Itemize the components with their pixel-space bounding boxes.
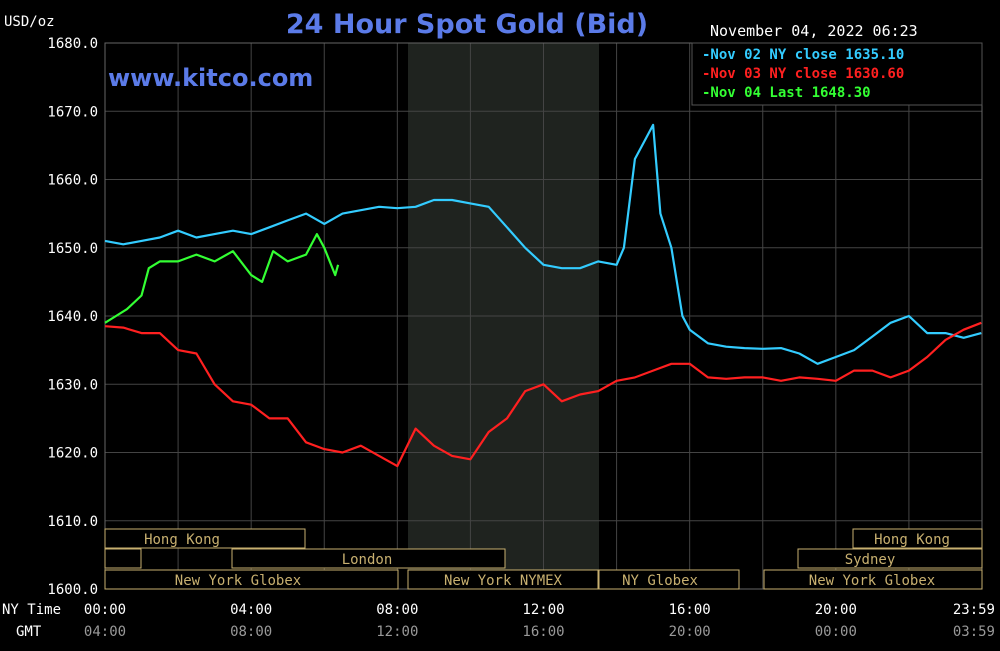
series-line-nov-04 — [104, 233, 340, 324]
session-hongkong-label: Hong Kong — [144, 532, 220, 548]
x-tick-label-gmt: 20:00 — [669, 624, 711, 640]
series-line-nov-02 — [104, 123, 982, 365]
session-london-label: London — [342, 552, 393, 568]
session-london-bar — [231, 548, 506, 569]
chart-title: 24 Hour Spot Gold (Bid) — [286, 9, 648, 40]
y-tick-label: 1620.0 — [47, 446, 98, 462]
session-nyglobex-label-2: New York Globex — [809, 573, 935, 589]
x-tick-label-ny: 12:00 — [522, 602, 564, 618]
legend-entry: -Nov 04 Last 1648.30 — [702, 85, 871, 101]
ny-time-row-label: NY Time — [2, 602, 61, 618]
session-nyglobex-bar — [104, 569, 399, 590]
x-tick-label-ny: 20:00 — [815, 602, 857, 618]
unit-label: USD/oz — [4, 14, 55, 30]
timestamp: November 04, 2022 06:23 — [710, 22, 918, 40]
session-nyglobex-short-bar — [598, 569, 740, 590]
x-tick-label-ny: 08:00 — [376, 602, 418, 618]
x-tick-label-gmt: 04:00 — [84, 624, 126, 640]
legend: -Nov 02 NY close 1635.10 -Nov 03 NY close… — [702, 47, 904, 101]
gmt-row-label: GMT — [16, 624, 42, 640]
y-tick-label: 1650.0 — [47, 241, 98, 257]
session-hongkong-label-2: Hong Kong — [874, 532, 950, 548]
x-tick-label-ny: 23:59 — [953, 602, 995, 618]
gridlines — [105, 43, 982, 589]
y-tick-label: 1660.0 — [47, 173, 98, 189]
series-lines — [104, 123, 982, 468]
y-tick-label: 1600.0 — [47, 582, 98, 598]
session-sydney-label: Sydney — [845, 552, 896, 568]
session-bars: Hong Kong Hong Kong London Sydney New Yo… — [104, 528, 983, 590]
session-hongkong-bar — [104, 528, 306, 549]
session-london-bar-left — [104, 548, 142, 569]
session-nynymex-label: New York NYMEX — [444, 573, 563, 589]
y-tick-label: 1640.0 — [47, 309, 98, 325]
legend-box — [691, 42, 983, 106]
y-axis-ticks: 1680.0 1670.0 1660.0 1650.0 1640.0 1630.0 1620… — [47, 36, 98, 598]
session-nynymex-bar — [407, 569, 599, 590]
watermark: www.kitco.com — [108, 64, 313, 92]
session-sydney-bar — [797, 548, 983, 569]
legend-entry: -Nov 02 NY close 1635.10 — [702, 47, 904, 63]
y-tick-label: 1630.0 — [47, 377, 98, 393]
x-tick-label-gmt: 12:00 — [376, 624, 418, 640]
y-tick-label: 1680.0 — [47, 36, 98, 52]
x-axis-ticks: 00:00 04:00 04:00 08:00 08:00 12:00 12:00 16:00… — [84, 602, 995, 640]
x-tick-label-ny: 16:00 — [669, 602, 711, 618]
session-nyglobex-label: New York Globex — [175, 573, 301, 589]
x-tick-label-gmt: 00:00 — [815, 624, 857, 640]
x-tick-label-gmt: 03:59 — [953, 624, 995, 640]
x-tick-label-gmt: 08:00 — [230, 624, 272, 640]
y-tick-label: 1610.0 — [47, 514, 98, 530]
x-tick-label-ny: 00:00 — [84, 602, 126, 618]
x-tick-label-gmt: 16:00 — [522, 624, 564, 640]
x-tick-label-ny: 04:00 — [230, 602, 272, 618]
session-nyglobex-bar-2 — [763, 569, 983, 590]
session-hongkong-bar-2 — [852, 528, 983, 549]
session-nyglobex-short-label: NY Globex — [622, 573, 698, 589]
legend-entry: -Nov 03 NY close 1630.60 — [702, 66, 904, 82]
y-tick-label: 1670.0 — [47, 104, 98, 120]
series-line-nov-03 — [104, 321, 982, 468]
